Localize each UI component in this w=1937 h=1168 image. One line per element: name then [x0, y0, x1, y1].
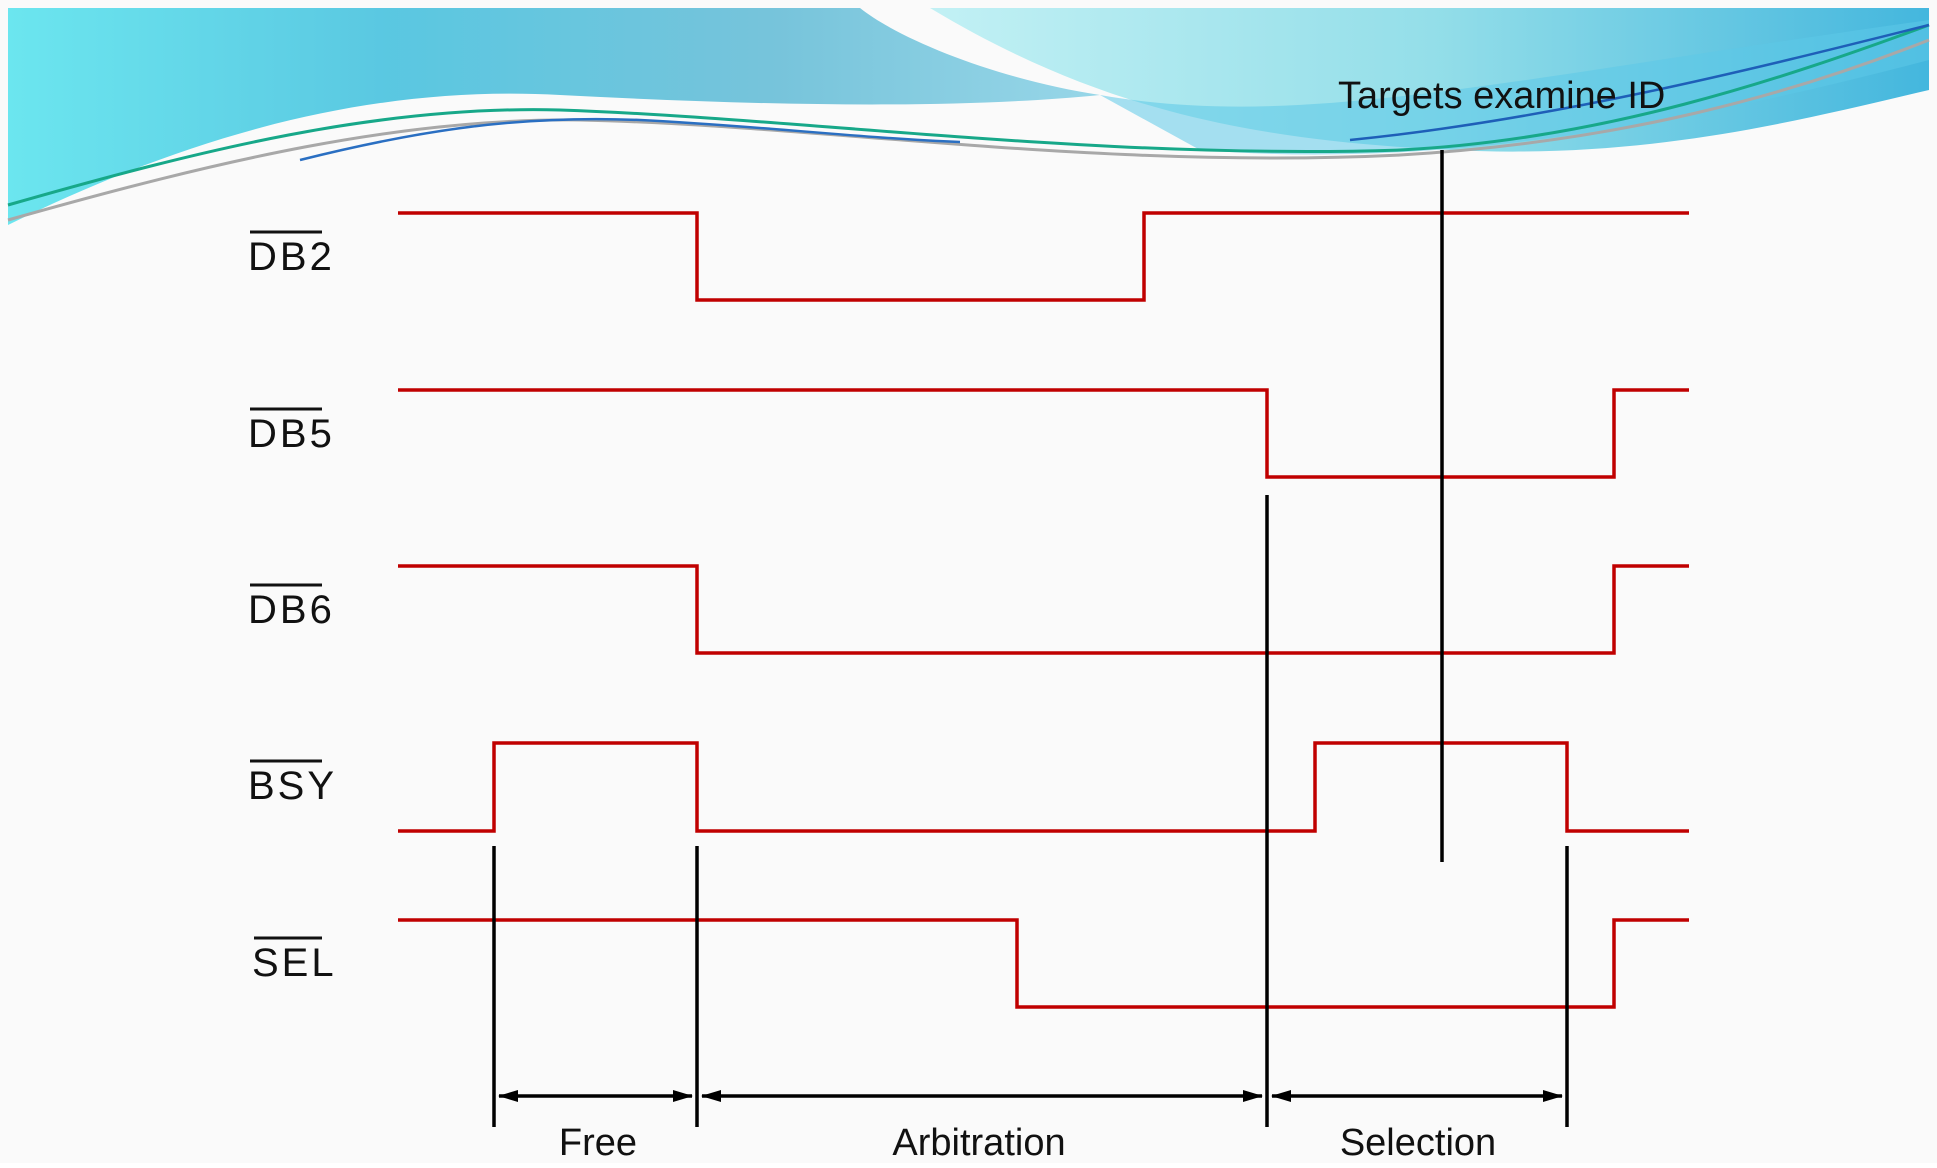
- signal-traces: [398, 211, 1689, 1009]
- header-wave-decoration: [7, 8, 1930, 225]
- signal-label-sel: SEL: [252, 941, 337, 985]
- phase-markers: [492, 150, 1569, 1127]
- phase-label-free: Free: [559, 1122, 637, 1163]
- trace-sel: [398, 918, 1689, 1009]
- wave-line-3: [299, 117, 961, 162]
- trace-db5: [398, 388, 1689, 479]
- signal-label-db2: DB2: [248, 235, 335, 279]
- wave-line-1: [7, 23, 1930, 207]
- trace-db6: [398, 564, 1689, 655]
- signal-label-db5: DB5: [248, 412, 335, 456]
- wave-line-4: [1349, 23, 1930, 142]
- phase-labels: Free Arbitration Selection: [559, 1122, 1496, 1164]
- wave-swoosh-highlight: [1100, 20, 1929, 155]
- signal-label-db6: DB6: [248, 588, 335, 632]
- wave-band-left: [8, 8, 1100, 225]
- trace-db2: [398, 211, 1689, 302]
- signal-label-bsy: BSY: [248, 764, 337, 808]
- phase-label-selection: Selection: [1340, 1122, 1496, 1163]
- wave-line-2: [7, 38, 1930, 222]
- trace-bsy: [398, 741, 1689, 833]
- signal-labels: DB2 DB5 DB6 BSY SEL: [248, 230, 337, 985]
- phase-label-arbitration: Arbitration: [892, 1122, 1065, 1163]
- annotation-targets-examine-id: Targets examine ID: [1338, 75, 1665, 117]
